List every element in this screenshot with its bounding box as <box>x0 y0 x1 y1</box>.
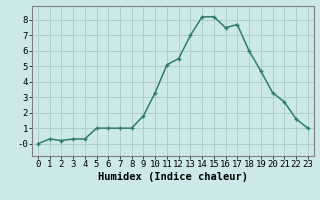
X-axis label: Humidex (Indice chaleur): Humidex (Indice chaleur) <box>98 172 248 182</box>
